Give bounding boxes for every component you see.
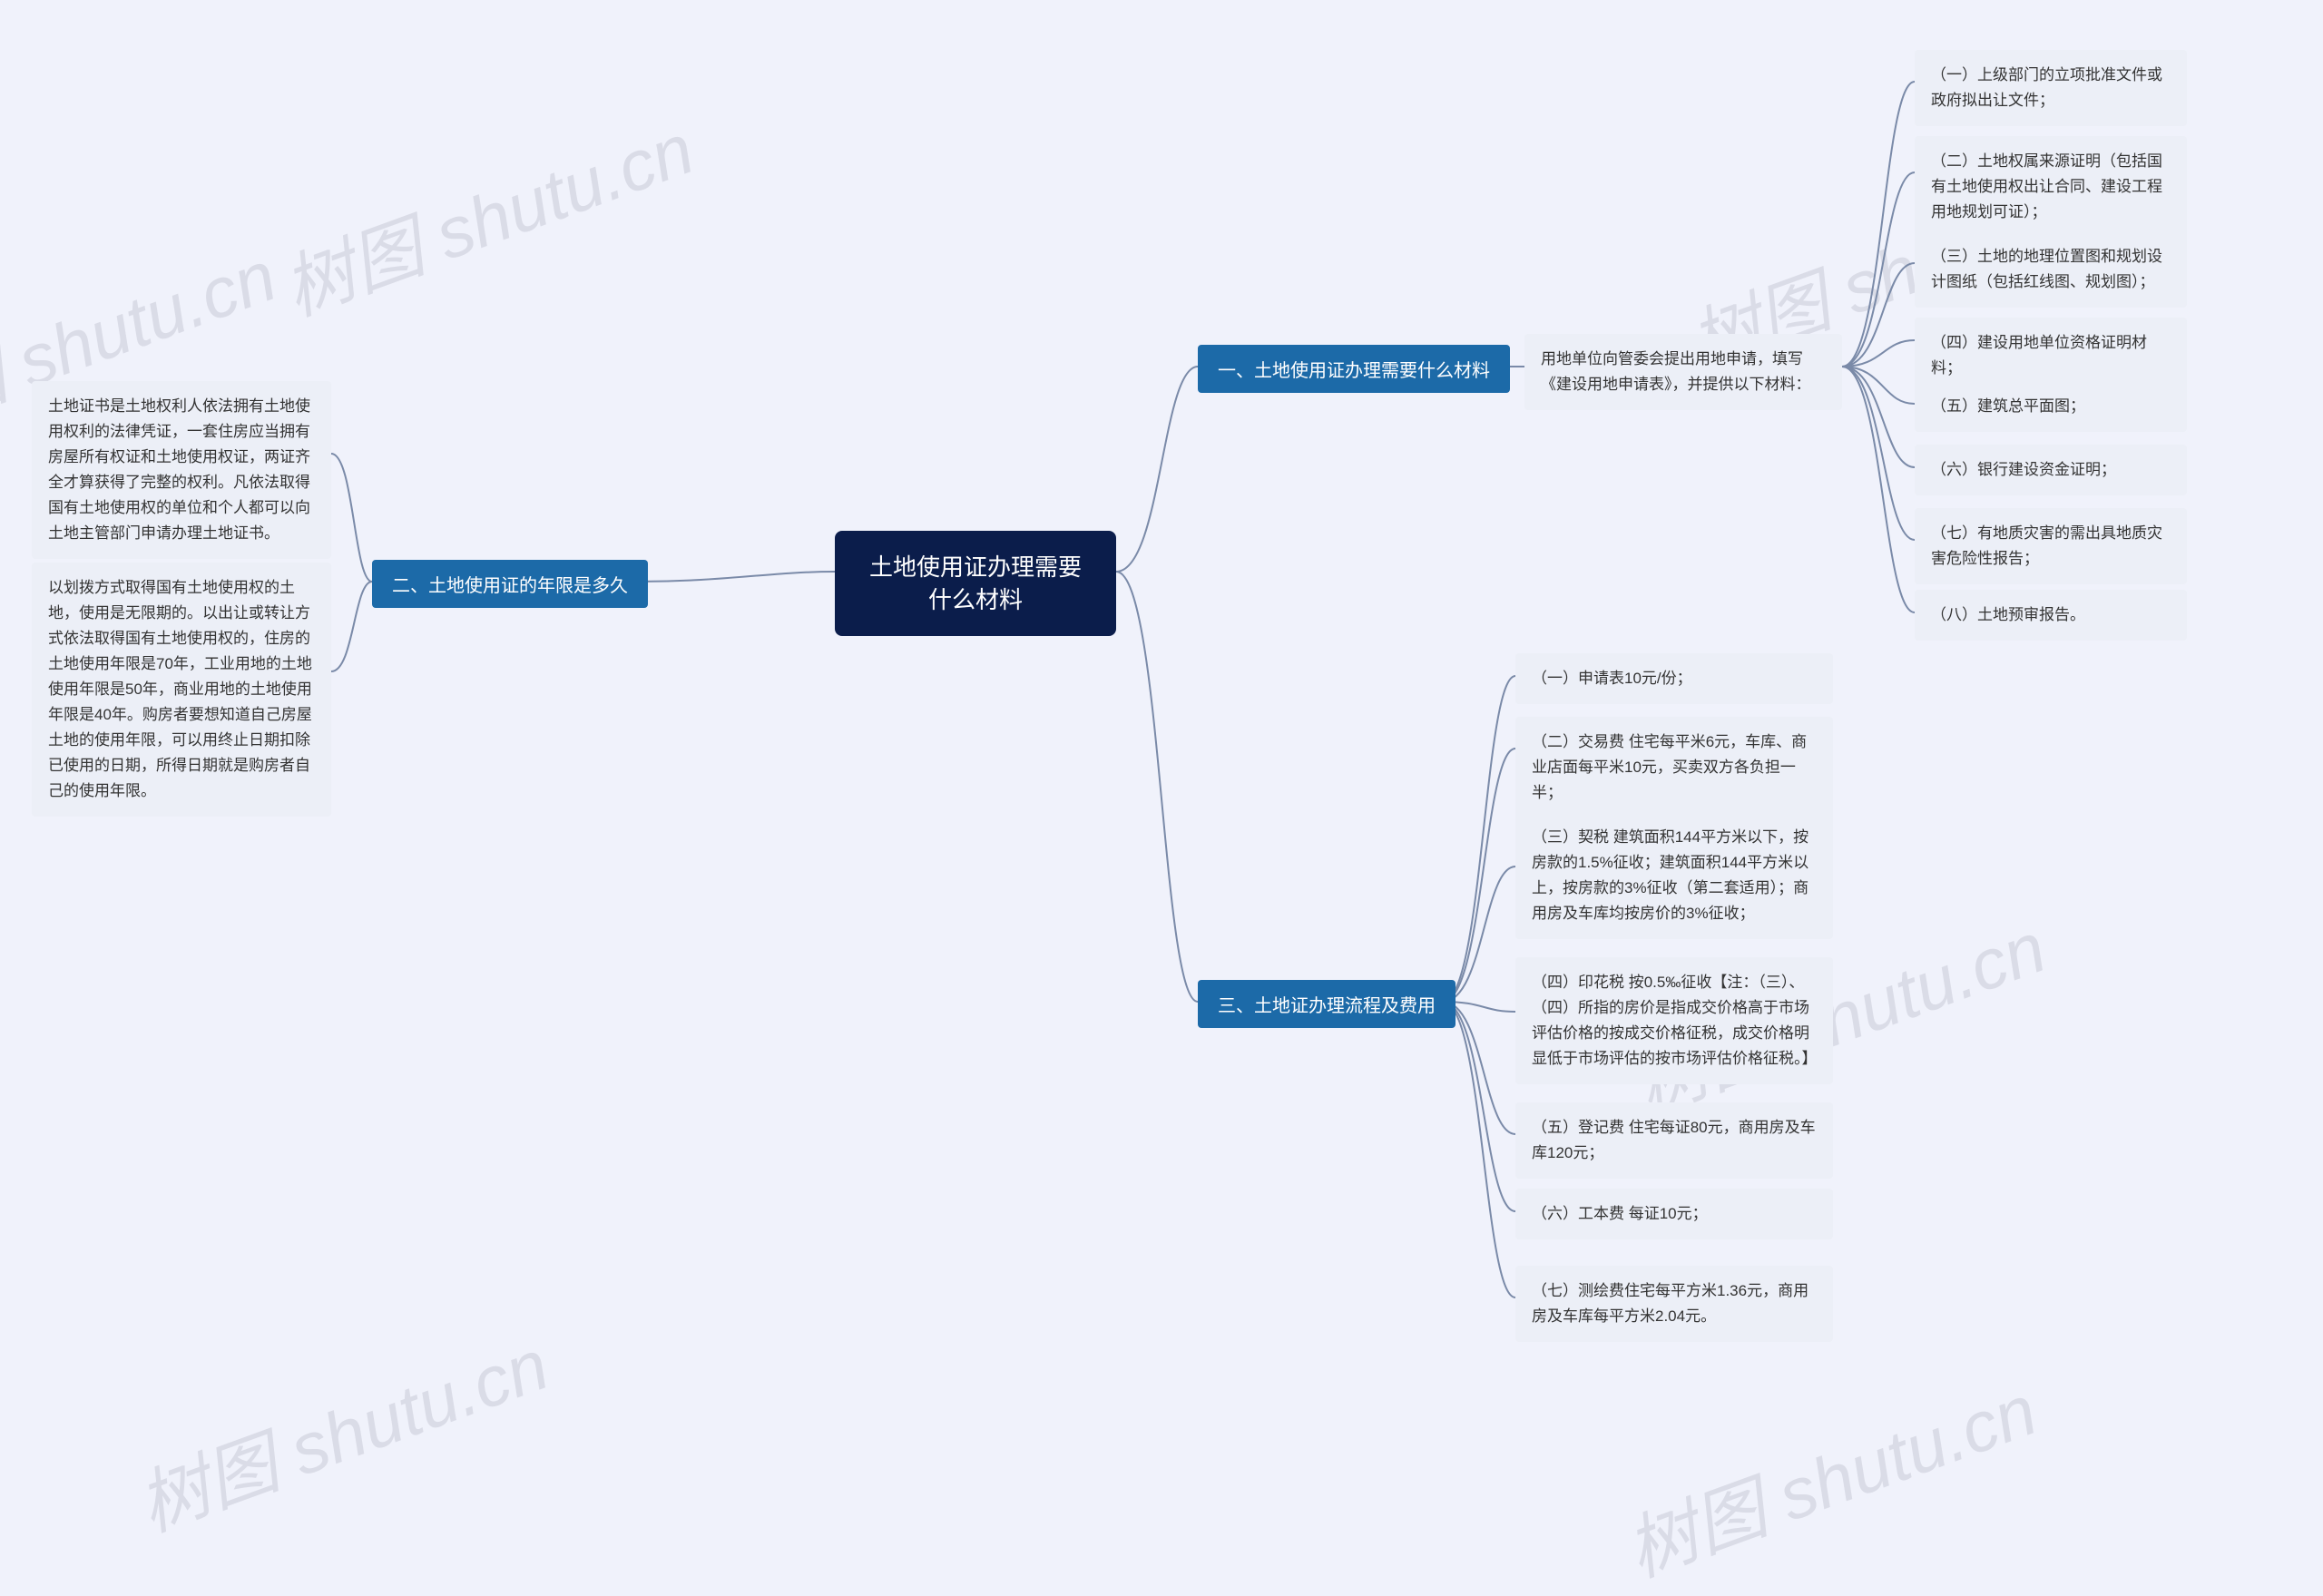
s3-detail-4: （四）印花税 按0.5‰征收【注：（三）、（四）所指的房价是指成交价格高于市场评… xyxy=(1515,957,1833,1084)
s1-detail-5: （五）建筑总平面图； xyxy=(1915,381,2187,432)
s2-detail-1: 土地证书是土地权利人依法拥有土地使用权利的法律凭证，一套住房应当拥有房屋所有权证… xyxy=(32,381,331,559)
s1-detail-7: （七）有地质灾害的需出具地质灾害危险性报告； xyxy=(1915,508,2187,584)
section-3-fees: 三、土地证办理流程及费用 xyxy=(1198,980,1456,1028)
s3-detail-6: （六）工本费 每证10元； xyxy=(1515,1189,1833,1239)
s1-detail-8: （八）土地预审报告。 xyxy=(1915,590,2187,641)
s3-detail-3: （三）契税 建筑面积144平方米以下，按房款的1.5%征收；建筑面积144平方米… xyxy=(1515,812,1833,939)
section-2-duration: 二、土地使用证的年限是多久 xyxy=(372,560,648,608)
section-1-materials: 一、土地使用证办理需要什么材料 xyxy=(1198,345,1510,393)
s1-detail-1: （一）上级部门的立项批准文件或政府拟出让文件； xyxy=(1915,50,2187,126)
s1-detail-3: （三）土地的地理位置图和规划设计图纸（包括红线图、规划图）； xyxy=(1915,231,2187,308)
s1-detail-2: （二）土地权属来源证明（包括国有土地使用权出让合同、建设工程用地规划可证）； xyxy=(1915,136,2187,238)
watermark: 树图 shutu.cn xyxy=(268,93,705,336)
s3-detail-7: （七）测绘费住宅每平方米1.36元，商用房及车库每平方米2.04元。 xyxy=(1515,1266,1833,1342)
watermark: 树图 shutu.cn xyxy=(123,1309,560,1552)
section-1-mid: 用地单位向管委会提出用地申请，填写《建设用地申请表》，并提供以下材料： xyxy=(1524,334,1842,410)
s3-detail-1: （一）申请表10元/份； xyxy=(1515,653,1833,704)
s3-detail-5: （五）登记费 住宅每证80元，商用房及车库120元； xyxy=(1515,1102,1833,1179)
watermark: 树图 shutu.cn xyxy=(1611,1355,2048,1596)
mindmap-root: 土地使用证办理需要什么材料 xyxy=(835,531,1116,636)
s3-detail-2: （二）交易费 住宅每平米6元，车库、商业店面每平米10元，买卖双方各负担一半； xyxy=(1515,717,1833,818)
s2-detail-2: 以划拨方式取得国有土地使用权的土地，使用是无限期的。以出让或转让方式依法取得国有… xyxy=(32,563,331,817)
s1-detail-6: （六）银行建设资金证明； xyxy=(1915,445,2187,495)
